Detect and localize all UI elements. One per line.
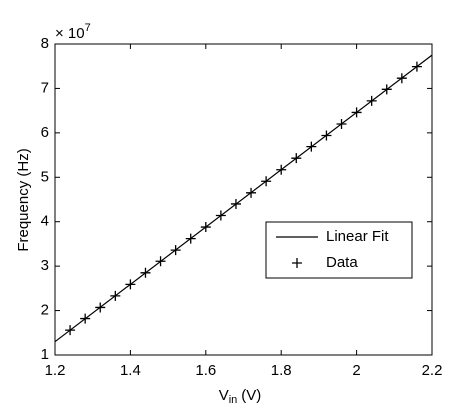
data-point	[155, 256, 166, 267]
y-tick-label: 7	[41, 79, 49, 96]
data-point	[321, 130, 332, 141]
data-point	[261, 176, 272, 187]
data-point	[230, 198, 241, 209]
y-tick-label: 3	[41, 257, 49, 274]
x-axis-label: Vin (V)	[219, 387, 262, 406]
y-multiplier: × 107	[55, 22, 91, 42]
x-tick-label: 1.6	[195, 362, 216, 379]
data-point	[411, 61, 422, 72]
data-point	[65, 325, 76, 336]
x-tick-label: 2.2	[422, 362, 443, 379]
y-tick-label: 1	[41, 346, 49, 363]
data-point	[246, 187, 257, 198]
plot-area	[54, 43, 433, 356]
legend-label: Linear Fit	[326, 228, 389, 245]
data-point	[291, 153, 302, 164]
multiplier-exponent: 7	[85, 22, 91, 34]
x-tick-label: 1.8	[271, 362, 292, 379]
data-point	[125, 279, 136, 290]
x-tick-label: 1.4	[120, 362, 141, 379]
data-point	[366, 95, 377, 106]
y-tick-label: 5	[41, 168, 49, 185]
x-label-unit: (V)	[241, 387, 261, 404]
y-axis-label: Frequency (Hz)	[15, 148, 32, 251]
y-tick-label: 8	[41, 35, 49, 52]
legend-label: Data	[326, 254, 358, 271]
data-point	[276, 164, 287, 175]
data-point	[396, 73, 407, 84]
x-label-main: V	[219, 387, 229, 404]
data-point	[80, 313, 91, 324]
data-point	[336, 118, 347, 129]
data-point	[351, 107, 362, 118]
data-point	[110, 290, 121, 301]
y-tick-label: 4	[41, 213, 49, 230]
data-point	[215, 210, 226, 221]
x-tick-label: 1.2	[45, 362, 66, 379]
data-point	[306, 141, 317, 152]
legend-marker	[292, 258, 302, 268]
fit-line	[54, 54, 433, 343]
data-point	[140, 267, 151, 278]
data-point	[185, 233, 196, 244]
y-tick-label: 2	[41, 302, 49, 319]
multiplier-base: × 10	[55, 25, 85, 42]
x-tick-label: 2	[352, 362, 360, 379]
legend-box	[265, 221, 413, 279]
data-point	[381, 84, 392, 95]
data-point	[95, 302, 106, 313]
y-tick-label: 6	[41, 124, 49, 141]
data-point	[200, 222, 211, 233]
data-point	[170, 245, 181, 256]
x-label-sub: in	[229, 394, 238, 406]
